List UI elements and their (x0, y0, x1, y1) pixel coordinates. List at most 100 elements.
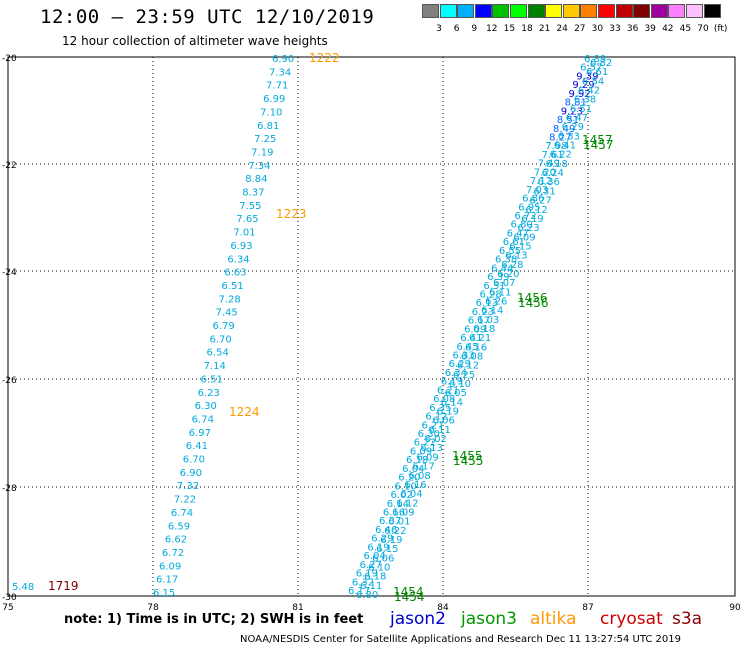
swh-value-label: 6.27 (360, 560, 382, 571)
swh-value-label: 6.33 (558, 131, 580, 142)
color-scale-label: 6 (453, 24, 460, 34)
swh-value-label: 6.17 (412, 462, 434, 473)
swh-value-label: 6.12 (525, 205, 547, 216)
legend-jason2: jason2 (390, 609, 446, 629)
swh-value-label: 6.15 (509, 241, 531, 252)
swh-value-label: 6.57 (580, 63, 602, 74)
swh-value-label: 7.22 (174, 495, 196, 506)
swh-value-label: 7.65 (236, 214, 258, 225)
swh-value-label: 6.37 (379, 516, 401, 527)
pass-time-label: 1455 (452, 449, 483, 463)
swh-value-label: 7.45 (215, 308, 237, 319)
swh-value-label: 6.90 (180, 468, 202, 479)
longitude-tick-label: 81 (292, 603, 303, 613)
swh-value-label: 6.80 (510, 220, 532, 231)
swh-value-label: 6.10 (368, 562, 390, 573)
swh-value-label: 6.13 (505, 251, 527, 262)
color-scale-box (457, 4, 475, 18)
color-scale-label: 36 (626, 24, 639, 34)
swh-value-label: 6.04 (400, 489, 422, 500)
swh-value-label: 6.18 (364, 572, 386, 583)
color-scale-box (633, 4, 651, 18)
color-scale-box (439, 4, 457, 18)
swh-value-label: 6.70 (183, 455, 205, 466)
swh-value-label: 6.51 (483, 281, 505, 292)
swh-value-label: 6.19 (356, 569, 378, 580)
swh-value-label: 6.44 (491, 263, 513, 274)
swh-value-label: 6.02 (425, 434, 447, 445)
swh-value-label: 6.51 (201, 374, 223, 385)
color-scale-label: 45 (679, 24, 692, 34)
swh-value-label: 6.11 (489, 287, 511, 298)
swh-value-label: 6.51 (570, 104, 592, 115)
swh-value-label: 6.13 (421, 443, 443, 454)
swh-value-label: 6.14 (441, 397, 463, 408)
swh-value-label: 6.80 (356, 590, 378, 601)
color-scale-label: 24 (556, 24, 568, 34)
swh-value-label: 6.31 (534, 186, 556, 197)
swh-value-label: 6.08 (433, 394, 455, 405)
swh-value-label: 6.21 (469, 333, 491, 344)
swh-value-label: 6.09 (410, 446, 432, 457)
swh-value-label: 7.34 (269, 67, 291, 78)
color-scale-box (422, 4, 439, 18)
swh-value-label: 7.55 (239, 201, 261, 212)
swh-value-label: 6.32 (352, 577, 374, 588)
swh-value-label: 5.48 (12, 582, 34, 593)
swh-value-label: 7.49 (538, 159, 560, 170)
swh-value-label: 6.11 (360, 581, 382, 592)
color-scale-box (510, 4, 527, 18)
color-scale-label: 12 (486, 24, 498, 34)
swh-value-label: 7.01 (233, 228, 255, 239)
swh-value-label: 6.35 (429, 403, 451, 414)
swh-value-label: 6.13 (476, 298, 498, 309)
swh-value-label: 6.22 (414, 438, 436, 449)
swh-value-label: 7.20 (534, 167, 556, 178)
swh-value-label: 8.84 (245, 174, 267, 185)
color-scale-label: 27 (574, 24, 586, 34)
latitude-tick-label: -30 (2, 593, 17, 603)
swh-value-label: 6.16 (404, 480, 426, 491)
swh-value-label: 6.29 (562, 122, 584, 133)
color-scale-box (580, 4, 598, 18)
swh-value-label: 7.25 (254, 134, 276, 145)
longitude-tick-label: 78 (147, 603, 159, 613)
legend-s3a: s3a (672, 609, 703, 629)
color-scale-label: 42 (662, 24, 674, 34)
swh-value-label: 8.49 (553, 124, 575, 135)
pass-time-label: 1457 (582, 133, 613, 147)
swh-value-label: 6.04 (363, 551, 385, 562)
swh-value-label: 6.63 (224, 268, 246, 279)
swh-value-label: 6.19 (437, 407, 459, 418)
swh-value-label: 6.16 (383, 508, 405, 519)
swh-value-label: 6.99 (263, 94, 285, 105)
swh-value-label: 6.17 (468, 316, 490, 327)
swh-value-label: 6.51 (221, 281, 243, 292)
longitude-tick-label: 84 (437, 603, 449, 613)
color-scale-box (492, 4, 510, 18)
swh-value-label: 6.82 (590, 58, 612, 69)
swh-value-label: 6.09 (417, 452, 439, 463)
swh-value-label: 9.92 (569, 89, 591, 100)
swh-value-label: 6.93 (230, 241, 252, 252)
swh-value-label: 6.55 (499, 246, 521, 257)
pass-time-label: 1719 (48, 579, 79, 593)
swh-value-label: 6.45 (456, 342, 478, 353)
swh-value-label: 6.90 (272, 54, 294, 65)
swh-value-label: 6.54 (582, 76, 604, 87)
legend-jason3: jason3 (461, 609, 517, 629)
color-scale-label: 30 (591, 24, 604, 34)
swh-value-label: 6.28 (480, 289, 502, 300)
swh-value-label: 6.72 (162, 548, 184, 559)
swh-value-label: 6.27 (422, 420, 444, 431)
swh-value-label: 7.19 (251, 147, 273, 158)
swh-value-label: 6.46 (375, 525, 397, 536)
swh-value-label: 6.81 (257, 121, 279, 132)
swh-value-label: 6.05 (445, 388, 467, 399)
color-scale-box (668, 4, 686, 18)
swh-value-label: 6.19 (367, 542, 389, 553)
swh-value-label: 7.03 (526, 185, 548, 196)
latitude-tick-label: -24 (2, 268, 17, 278)
swh-value-label: 6.17 (156, 575, 178, 586)
swh-value-label: 6.26 (485, 296, 507, 307)
